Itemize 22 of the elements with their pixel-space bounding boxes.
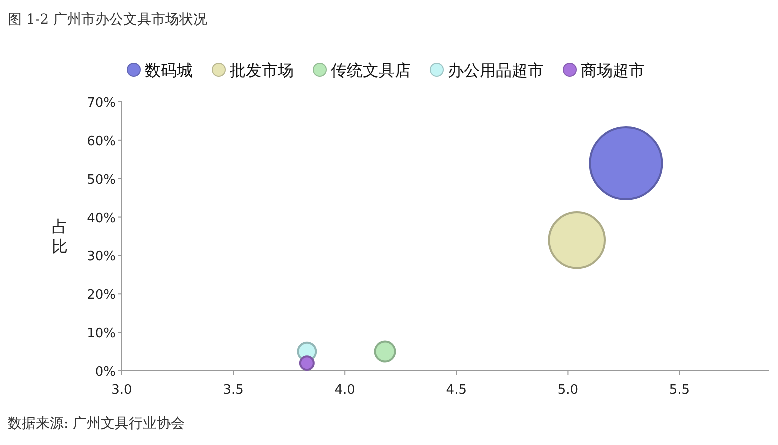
legend-label: 商场超市 xyxy=(581,61,645,80)
legend-label: 办公用品超市 xyxy=(448,61,544,80)
source-note: 数据来源: 广州文具行业协会 xyxy=(8,416,186,432)
y-tick-label: 50% xyxy=(87,172,116,188)
y-tick-label: 70% xyxy=(87,96,116,111)
x-tick-label: 4.0 xyxy=(334,383,356,398)
y-tick-label: 0% xyxy=(95,365,116,380)
x-tick-label: 3.0 xyxy=(112,383,132,398)
legend-label: 数码城 xyxy=(145,61,193,80)
legend-label: 批发市场 xyxy=(230,61,294,80)
y-tick-label: 60% xyxy=(87,134,116,150)
chart-title: 图 1-2 广州市办公文具市场状况 xyxy=(8,12,208,28)
y-tick-label: 40% xyxy=(87,211,116,226)
x-tick-label: 5.5 xyxy=(669,383,690,398)
y-axis-title: 占比 xyxy=(52,217,68,256)
y-tick-label: 10% xyxy=(87,326,116,342)
y-tick-label: 30% xyxy=(87,250,116,265)
y-tick-label: 20% xyxy=(87,288,116,304)
x-tick-label: 3.5 xyxy=(223,383,244,398)
legend-label: 传统文具店 xyxy=(331,61,411,80)
x-tick-label: 4.5 xyxy=(446,383,467,398)
x-tick-label: 5.0 xyxy=(558,383,579,398)
